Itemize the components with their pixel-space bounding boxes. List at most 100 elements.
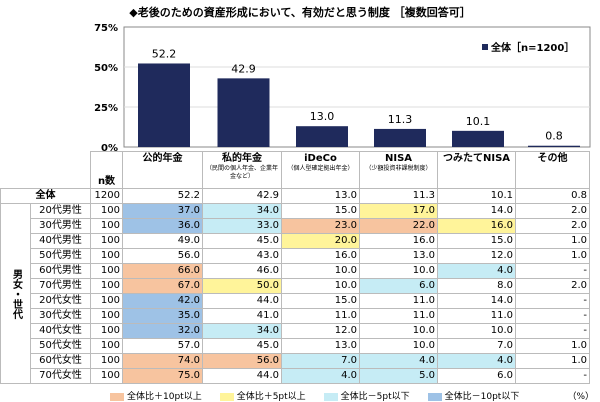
value-cell: 52.2 (122, 188, 203, 204)
legend-item: 全体比＋10pt以上 (110, 389, 202, 402)
value-cell: 14.0 (437, 203, 516, 219)
row-label: 20代女性 (30, 293, 91, 309)
legend-item: 全体比－5pt以下 (323, 389, 410, 402)
column-header-label: つみたてNISA (442, 153, 511, 164)
legend-swatch (482, 44, 488, 50)
row-label: 30代女性 (30, 308, 91, 324)
chart-title: ◆老後のための資産形成において、有効だと思う制度 ［複数回答可］ (129, 6, 471, 19)
value-cell: 10.0 (359, 263, 438, 279)
table-row: 男女・世代 20代男性 100 37.0 34.0 15.0 17.0 14.0 2.0 (0, 203, 590, 384)
column-header-label: iDeCo (304, 153, 337, 164)
row-label: 70代女性 (30, 368, 91, 384)
n-cell: 100 (90, 203, 123, 219)
value-cell: 32.0 (122, 323, 203, 339)
row-label: 60代女性 (30, 353, 91, 369)
legend-label: 全体比＋5pt以上 (236, 392, 306, 402)
value-cell: 67.0 (122, 278, 203, 294)
bar-value-label: 13.0 (310, 110, 335, 123)
value-cell: 11.3 (359, 188, 438, 204)
table-row: 60代女性 100 74.0 56.0 7.0 4.0 4.0 1.0 (1, 353, 590, 369)
table-row: 30代男性 100 36.0 33.0 23.0 22.0 16.0 2.0 (1, 218, 590, 234)
bar-value-label: 42.9 (231, 62, 256, 75)
bar-value-label: 11.3 (388, 113, 413, 126)
n-cell: 100 (90, 368, 123, 384)
value-cell: 46.0 (202, 263, 282, 279)
value-cell: 7.0 (437, 338, 516, 354)
value-cell: 13.0 (281, 338, 360, 354)
n-cell: 100 (90, 338, 123, 354)
column-header-note: （民間の個人年金、企業年金など） (205, 165, 278, 180)
column-header: 私的年金 （民間の個人年金、企業年金など） (202, 151, 282, 189)
value-cell: 14.0 (437, 293, 516, 309)
n-cell: 100 (90, 278, 123, 294)
column-header: iDeCo （個人型確定拠出年金） (281, 151, 360, 189)
plot-frame (123, 26, 591, 148)
value-cell: 15.0 (437, 233, 516, 249)
value-cell: - (515, 293, 590, 309)
column-header: その他 (515, 151, 590, 189)
value-cell: 4.0 (359, 353, 438, 369)
legend-swatch (323, 392, 338, 401)
value-cell: 42.0 (122, 293, 203, 309)
group-label: 男女・世代 (0, 203, 31, 384)
legend-item: 全体比－10pt以下 (427, 389, 519, 402)
value-cell: 2.0 (515, 203, 590, 219)
value-cell: 13.0 (359, 248, 438, 264)
y-tick-label: 50% (94, 63, 118, 74)
n-cell: 100 (90, 218, 123, 234)
header-blank (0, 151, 91, 189)
value-cell: 13.0 (281, 188, 360, 204)
legend-item: 全体比＋5pt以上 (219, 389, 306, 402)
bar-value-label: 0.8 (545, 130, 563, 143)
n-cell: 100 (90, 233, 123, 249)
value-cell: 50.0 (202, 278, 282, 294)
value-cell: 41.0 (202, 308, 282, 324)
value-cell: 37.0 (122, 203, 203, 219)
table-row: 70代女性 100 75.0 44.0 4.0 5.0 6.0- (1, 368, 590, 384)
legend: 全体比＋10pt以上 全体比＋5pt以上 全体比－5pt以下 全体比－10pt以下 (110, 389, 537, 402)
column-header-label: 公的年金 (142, 153, 183, 164)
value-cell: 44.0 (202, 368, 282, 384)
value-cell: 1.0 (515, 353, 590, 369)
value-cell: 45.0 (202, 233, 282, 249)
value-cell: 75.0 (122, 368, 203, 384)
table-row: 40代男性 100 49.0 45.0 20.0 16.0 15.0 1.0 (1, 233, 590, 249)
value-cell: 15.0 (281, 293, 360, 309)
value-cell: 16.0 (437, 218, 516, 234)
value-cell: 11.0 (359, 293, 438, 309)
row-label: 全体 (0, 188, 91, 204)
value-cell: 20.0 (281, 233, 360, 249)
value-cell: 42.9 (202, 188, 282, 204)
row-label: 50代男性 (30, 248, 91, 264)
value-cell: 2.0 (515, 278, 590, 294)
value-cell: 1.0 (515, 338, 590, 354)
value-cell: - (515, 323, 590, 339)
value-cell: 6.0 (437, 368, 516, 384)
value-cell: 4.0 (281, 368, 360, 384)
n-cell: 100 (90, 248, 123, 264)
column-header: 公的年金 (122, 151, 203, 189)
row-label: 70代男性 (30, 278, 91, 294)
bar-value-label: 10.1 (466, 115, 491, 128)
table-row: 60代男性 100 66.0 46.0 10.0 10.0 4.0- (1, 263, 590, 279)
column-header: つみたてNISA (437, 151, 516, 189)
n-cell: 100 (90, 323, 123, 339)
value-cell: 10.0 (359, 323, 438, 339)
value-cell: 33.0 (202, 218, 282, 234)
value-cell: 8.0 (437, 278, 516, 294)
value-cell: 36.0 (122, 218, 203, 234)
column-header-label: 私的年金 (222, 153, 262, 164)
value-cell: 2.0 (515, 218, 590, 234)
y-tick-label: 25% (94, 103, 118, 114)
row-label: 60代男性 (30, 263, 91, 279)
value-cell: 45.0 (202, 338, 282, 354)
table-row: 30代女性 100 35.0 41.0 11.0 11.0 11.0- (1, 308, 590, 324)
value-cell: 34.0 (202, 323, 282, 339)
row-label: 30代男性 (30, 218, 91, 234)
value-cell: 16.0 (281, 248, 360, 264)
value-cell: 12.0 (437, 248, 516, 264)
column-header-note: （個人型確定拠出年金） (287, 165, 354, 172)
value-cell: 15.0 (281, 203, 360, 219)
bar (374, 128, 426, 147)
value-cell: 23.0 (281, 218, 360, 234)
